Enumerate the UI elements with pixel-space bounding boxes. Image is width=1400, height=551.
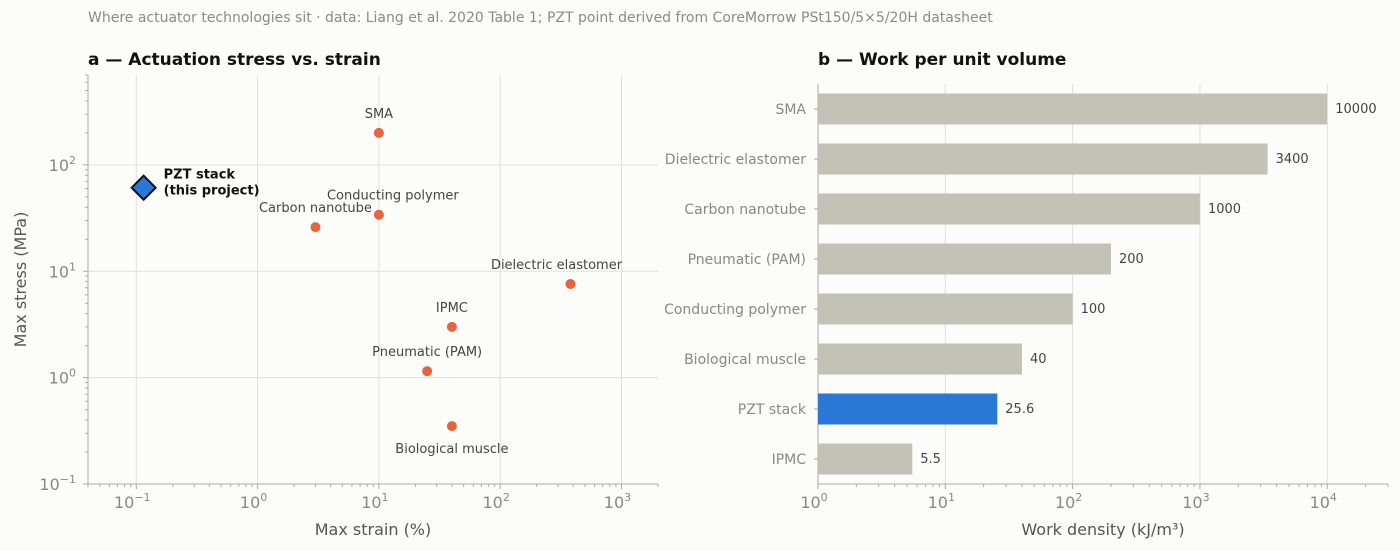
y-tick-label: 100 xyxy=(49,367,76,388)
bar-value-label: 5.5 xyxy=(920,452,941,467)
highlight-label-line1: PZT stack xyxy=(164,168,236,183)
x-tick-label: 100 xyxy=(800,491,827,512)
data-point-label: SMA xyxy=(365,107,393,122)
x-tick-label: 103 xyxy=(604,491,631,512)
y-tick-label: 10−1 xyxy=(39,473,76,494)
bar-value-label: 200 xyxy=(1119,252,1144,267)
data-point xyxy=(565,278,576,289)
y-axis-label: Max stress (MPa) xyxy=(11,212,30,348)
highlight-point-pzt xyxy=(130,174,158,202)
bar xyxy=(818,293,1073,325)
bar-value-label: 40 xyxy=(1030,352,1047,367)
bar xyxy=(818,243,1111,275)
data-point xyxy=(446,421,457,432)
x-axis-label: Max strain (%) xyxy=(315,520,432,539)
y-tick-label: 101 xyxy=(49,260,76,281)
category-label: Biological muscle xyxy=(684,352,806,368)
data-point-label: Conducting polymer xyxy=(327,189,459,204)
category-label: PZT stack xyxy=(738,402,807,418)
y-tick-label: 102 xyxy=(49,154,76,175)
category-label: Pneumatic (PAM) xyxy=(688,252,806,268)
bar xyxy=(818,193,1200,225)
data-point-label: IPMC xyxy=(436,301,468,316)
x-tick-label: 102 xyxy=(483,491,510,512)
bar xyxy=(818,443,913,475)
x-tick-label: 10−1 xyxy=(114,491,151,512)
bar xyxy=(818,93,1328,125)
bar xyxy=(818,343,1022,375)
x-axis-label: Work density (kJ/m³) xyxy=(1021,520,1184,539)
panel-b-title: b — Work per unit volume xyxy=(818,50,1066,70)
category-label: IPMC xyxy=(772,452,807,468)
bar-value-label: 100 xyxy=(1081,302,1106,317)
bar xyxy=(818,143,1268,175)
data-point-label: Biological muscle xyxy=(395,442,508,457)
bar-value-label: 1000 xyxy=(1208,202,1241,217)
data-point-label: Pneumatic (PAM) xyxy=(372,345,482,360)
data-point-label: Dielectric elastomer xyxy=(491,258,623,273)
bar-value-label: 25.6 xyxy=(1005,402,1034,417)
x-tick-label: 102 xyxy=(1055,491,1082,512)
panel-a-title: a — Actuation stress vs. strain xyxy=(88,50,381,70)
figure-caption: Where actuator technologies sit · data: … xyxy=(88,10,993,26)
category-label: SMA xyxy=(775,102,806,118)
category-label: Carbon nanotube xyxy=(684,202,806,218)
data-point xyxy=(373,209,384,220)
bar xyxy=(818,393,998,425)
x-tick-label: 101 xyxy=(928,491,955,512)
bar-value-label: 10000 xyxy=(1335,102,1376,117)
highlight-label-line2: (this project) xyxy=(164,184,260,199)
x-tick-label: 103 xyxy=(1182,491,1209,512)
data-point xyxy=(446,321,457,332)
x-tick-label: 101 xyxy=(361,491,388,512)
x-tick-label: 100 xyxy=(240,491,267,512)
x-tick-label: 104 xyxy=(1310,491,1337,512)
bar-value-label: 3400 xyxy=(1276,152,1309,167)
data-point xyxy=(373,127,384,138)
data-point-label: Carbon nanotube xyxy=(259,201,372,216)
data-point xyxy=(422,366,433,377)
data-point xyxy=(310,222,321,233)
category-label: Conducting polymer xyxy=(664,302,806,318)
category-label: Dielectric elastomer xyxy=(665,152,806,168)
